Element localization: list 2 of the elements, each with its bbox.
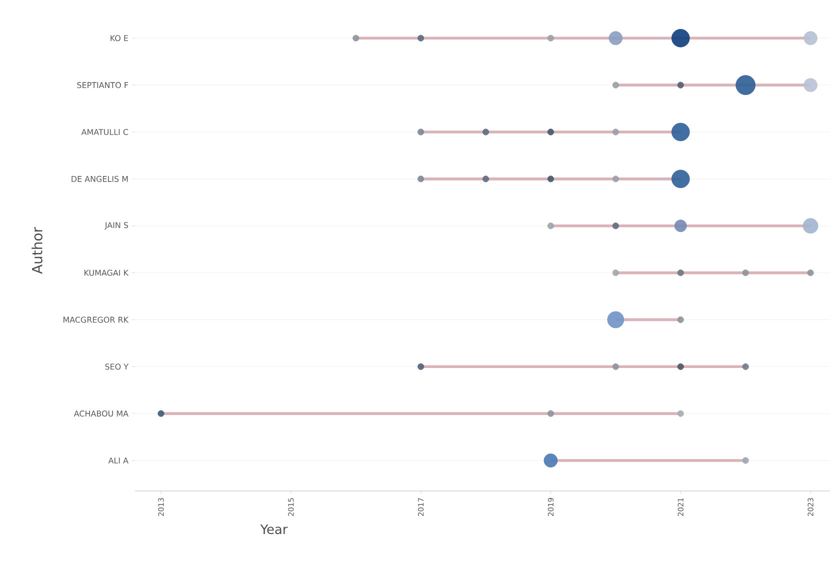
x-axis-title: Year	[260, 524, 288, 534]
y-axis-title: Author	[32, 227, 42, 274]
